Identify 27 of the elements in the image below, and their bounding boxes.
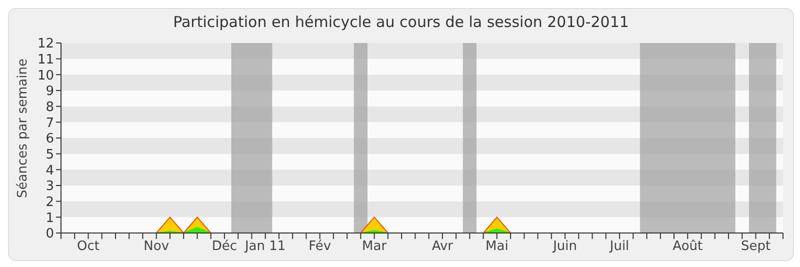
- y-axis-title: Séances par semaine: [16, 58, 31, 198]
- y-tick-label: 3: [46, 179, 54, 194]
- x-tick-label: Nov: [144, 239, 170, 254]
- x-tick-label: Mar: [362, 239, 388, 254]
- y-tick-label: 8: [46, 100, 54, 115]
- y-tick-label: 6: [46, 132, 54, 147]
- y-tick-label: 0: [46, 226, 54, 242]
- y-tick-label: 12: [37, 36, 54, 52]
- x-tick-label: Oct: [77, 239, 100, 254]
- x-tick-label: Sept: [740, 239, 771, 254]
- x-tick-label: Mai: [486, 239, 508, 254]
- y-tick-label: 2: [46, 194, 54, 210]
- x-tick-label: Juin: [552, 239, 578, 254]
- y-tick-label: 11: [37, 52, 54, 68]
- y-tick-label: 10: [37, 68, 54, 84]
- y-tick-label: 5: [46, 147, 54, 162]
- x-tick-label: Jan 11: [244, 239, 286, 254]
- chart-title: Participation en hémicycle au cours de la session 2010-2011: [172, 12, 630, 33]
- y-tick-label: 7: [46, 116, 54, 131]
- x-tick-label: Août: [672, 239, 703, 254]
- y-tick-label: 9: [46, 84, 54, 100]
- x-tick-label: Avr: [432, 239, 454, 254]
- x-tick-label: Fév: [308, 239, 332, 254]
- y-tick-label: 4: [46, 163, 54, 178]
- x-tick-label: Juil: [608, 239, 630, 254]
- y-tick-label: 1: [46, 210, 54, 226]
- x-tick-label: Déc: [212, 239, 238, 254]
